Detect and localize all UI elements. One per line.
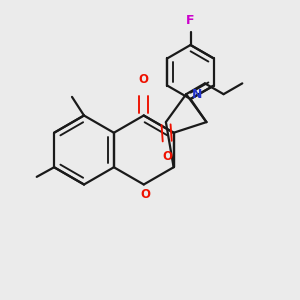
Text: O: O	[140, 188, 150, 200]
Text: F: F	[186, 14, 195, 27]
Text: O: O	[139, 74, 149, 86]
Text: N: N	[192, 88, 202, 101]
Text: O: O	[162, 150, 172, 163]
